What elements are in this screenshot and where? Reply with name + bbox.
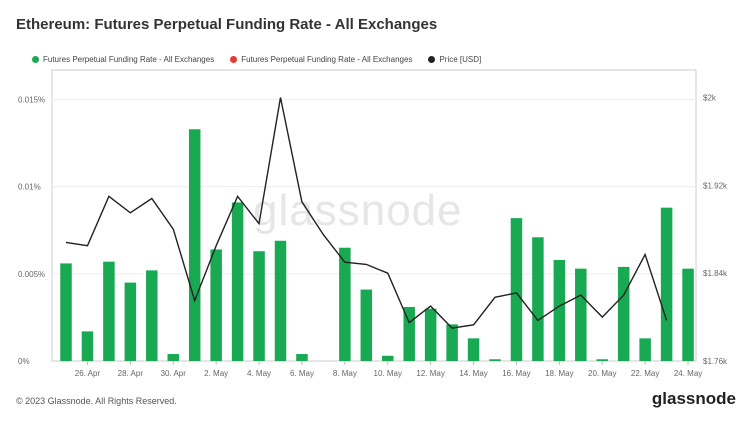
x-tick-label: 18. May — [545, 369, 573, 378]
legend-label: Futures Perpetual Funding Rate - All Exc… — [241, 55, 413, 64]
y-left-tick-label: 0% — [18, 357, 30, 366]
bar[interactable] — [532, 237, 544, 361]
x-tick-label: 2. May — [204, 369, 228, 378]
bar[interactable] — [60, 263, 72, 361]
bar[interactable] — [489, 359, 501, 361]
page-title: Ethereum: Futures Perpetual Funding Rate… — [16, 16, 438, 33]
bar[interactable] — [146, 270, 158, 361]
bar[interactable] — [617, 266, 630, 361]
y-right-tick-label: $1.76k — [703, 357, 728, 366]
bar[interactable] — [296, 354, 308, 361]
y-left-tick-label: 0.015% — [18, 96, 45, 105]
x-tick-label: 26. Apr — [75, 369, 101, 378]
legend-item-funding-red[interactable]: Futures Perpetual Funding Rate - All Exc… — [230, 55, 412, 64]
x-tick-label: 6. May — [290, 369, 314, 378]
y-left-tick-label: 0.005% — [18, 270, 45, 279]
bar[interactable] — [446, 324, 458, 361]
chart-legend: Futures Perpetual Funding Rate - All Exc… — [32, 55, 481, 64]
bar[interactable] — [124, 282, 137, 361]
legend-label: Price [USD] — [439, 55, 482, 64]
bar[interactable] — [660, 207, 673, 361]
bar[interactable] — [596, 359, 609, 361]
plot-frame — [51, 69, 697, 362]
legend-item-price[interactable]: Price [USD] — [428, 55, 481, 64]
bar[interactable] — [639, 338, 651, 361]
bar[interactable] — [424, 308, 437, 361]
bar[interactable] — [210, 249, 222, 361]
legend-label: Futures Perpetual Funding Rate - All Exc… — [43, 55, 215, 64]
bar[interactable] — [103, 261, 115, 361]
x-tick-label: 16. May — [502, 369, 530, 378]
x-tick-label: 22. May — [631, 369, 659, 378]
y-left-tick-label: 0.01% — [18, 183, 41, 192]
bar[interactable] — [231, 202, 244, 361]
x-tick-label: 24. May — [674, 369, 702, 378]
y-right-tick-label: $1.84k — [703, 269, 728, 278]
x-tick-label: 10. May — [374, 369, 402, 378]
bar[interactable] — [274, 240, 287, 361]
x-tick-label: 28. Apr — [118, 369, 144, 378]
bar[interactable] — [553, 259, 566, 361]
bar[interactable] — [682, 268, 694, 361]
bar[interactable] — [575, 268, 587, 361]
legend-dot-red-icon — [230, 56, 238, 63]
bar[interactable] — [188, 129, 201, 361]
x-tick-label: 8. May — [333, 369, 357, 378]
price-line[interactable] — [65, 97, 668, 329]
bar[interactable] — [467, 338, 480, 361]
bar[interactable] — [81, 331, 94, 361]
bar[interactable] — [510, 218, 523, 361]
y-right-tick-label: $2k — [703, 93, 717, 102]
copyright-text: © 2023 Glassnode. All Rights Reserved. — [16, 396, 177, 406]
bar[interactable] — [253, 251, 265, 361]
x-tick-label: 14. May — [459, 369, 487, 378]
bar[interactable] — [382, 355, 394, 361]
x-tick-label: 20. May — [588, 369, 616, 378]
glassnode-logo: glassnode — [651, 389, 736, 408]
legend-item-funding-green[interactable]: Futures Perpetual Funding Rate - All Exc… — [32, 55, 214, 64]
legend-dot-black-icon — [428, 56, 436, 63]
x-tick-label: 12. May — [416, 369, 444, 378]
y-right-tick-label: $1.92k — [703, 181, 728, 190]
bar[interactable] — [403, 306, 415, 361]
legend-dot-green-icon — [32, 56, 39, 63]
x-tick-label: 4. May — [247, 369, 271, 378]
bar[interactable] — [360, 289, 373, 361]
x-tick-label: 30. Apr — [161, 369, 187, 378]
bar[interactable] — [167, 354, 180, 361]
bar[interactable] — [339, 247, 351, 361]
